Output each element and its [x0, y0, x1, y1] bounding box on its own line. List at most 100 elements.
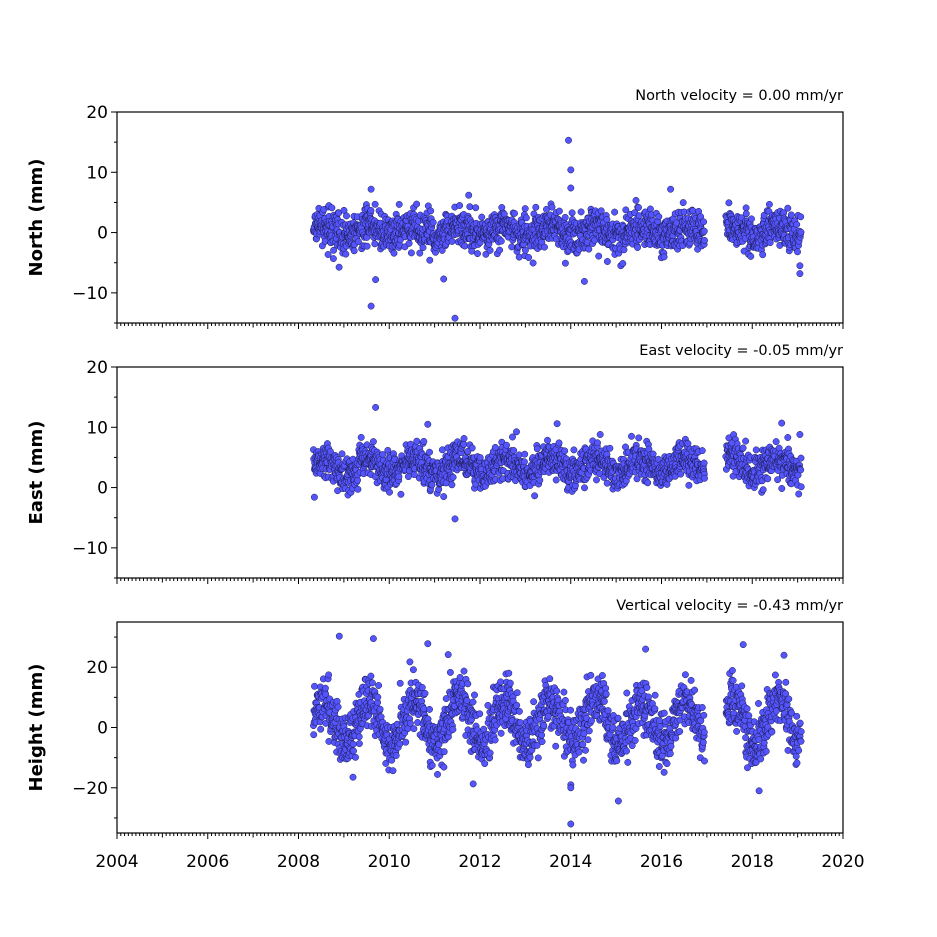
data-point — [497, 237, 505, 245]
data-point — [503, 441, 510, 449]
data-point — [526, 753, 534, 761]
data-point — [382, 759, 390, 767]
data-point — [649, 450, 657, 458]
data-point — [513, 428, 520, 436]
data-point — [508, 243, 516, 251]
data-point — [481, 760, 489, 768]
data-point — [429, 218, 437, 226]
data-point — [700, 218, 708, 226]
y-tick-label: 10 — [86, 163, 108, 183]
data-point — [561, 696, 569, 704]
data-point — [764, 475, 772, 483]
data-point — [632, 196, 640, 204]
data-point — [460, 667, 468, 675]
panel-title: North velocity = 0.00 mm/yr — [635, 88, 843, 104]
data-point — [631, 737, 639, 744]
data-point — [797, 483, 805, 491]
data-point — [634, 244, 641, 251]
data-point — [603, 479, 611, 487]
data-point — [667, 185, 675, 193]
data-point — [418, 684, 426, 691]
data-point — [324, 251, 332, 258]
data-point — [759, 251, 767, 259]
data-point — [772, 438, 780, 446]
data-point — [451, 515, 459, 523]
data-point — [604, 707, 612, 715]
data-point — [725, 199, 733, 207]
data-point — [567, 706, 575, 714]
data-point — [419, 244, 427, 252]
data-point — [701, 474, 708, 482]
data-point — [622, 206, 630, 214]
data-point — [329, 255, 337, 263]
data-point — [317, 725, 325, 733]
data-point — [406, 658, 414, 666]
data-point — [597, 207, 605, 215]
data-point — [413, 200, 421, 208]
data-point — [663, 760, 671, 768]
data-point — [784, 434, 792, 441]
data-point — [369, 438, 377, 446]
data-point — [603, 258, 611, 265]
data-point — [784, 204, 792, 212]
panel-title: Vertical velocity = -0.43 mm/yr — [616, 598, 843, 614]
data-point — [794, 248, 801, 256]
data-point — [567, 166, 575, 174]
data-point — [565, 136, 572, 144]
data-point — [513, 689, 521, 697]
data-point — [472, 204, 480, 212]
data-point — [390, 249, 398, 257]
data-point — [796, 270, 804, 278]
data-point — [367, 672, 375, 680]
data-point — [580, 756, 587, 764]
data-point — [491, 736, 499, 744]
data-point — [579, 740, 587, 748]
data-point — [352, 753, 359, 761]
data-point — [449, 473, 457, 481]
data-point — [440, 275, 448, 283]
data-point — [497, 678, 505, 686]
data-point — [593, 476, 600, 484]
data-point — [581, 484, 588, 492]
data-point — [371, 200, 379, 208]
data-point — [742, 210, 750, 218]
data-point — [416, 249, 424, 257]
data-point — [797, 213, 805, 221]
data-point — [440, 763, 448, 771]
data-point — [456, 673, 464, 681]
data-point — [474, 250, 481, 258]
data-point — [440, 748, 448, 756]
data-point — [765, 200, 773, 208]
data-point — [602, 690, 610, 698]
data-point — [651, 691, 659, 699]
data-point — [480, 725, 488, 733]
data-point — [367, 185, 375, 193]
data-point — [515, 253, 523, 261]
data-point — [446, 668, 454, 676]
data-point — [386, 488, 393, 496]
data-point — [420, 437, 428, 445]
data-point — [560, 688, 568, 696]
data-point — [486, 246, 494, 254]
data-point — [623, 747, 630, 755]
data-point — [530, 698, 538, 706]
data-point — [464, 680, 472, 688]
data-point — [510, 447, 518, 454]
data-point — [409, 666, 417, 674]
data-point — [424, 420, 432, 428]
data-point — [656, 717, 664, 725]
data-point — [396, 679, 404, 687]
data-point — [321, 684, 329, 692]
data-point — [660, 709, 668, 717]
data-point — [569, 761, 577, 769]
data-point — [623, 689, 631, 697]
data-point — [700, 227, 708, 235]
y-tick-label: −10 — [72, 539, 108, 559]
data-point — [522, 214, 530, 222]
data-point — [787, 211, 795, 219]
data-point — [428, 481, 436, 489]
data-point — [374, 693, 382, 701]
data-point — [333, 697, 341, 705]
